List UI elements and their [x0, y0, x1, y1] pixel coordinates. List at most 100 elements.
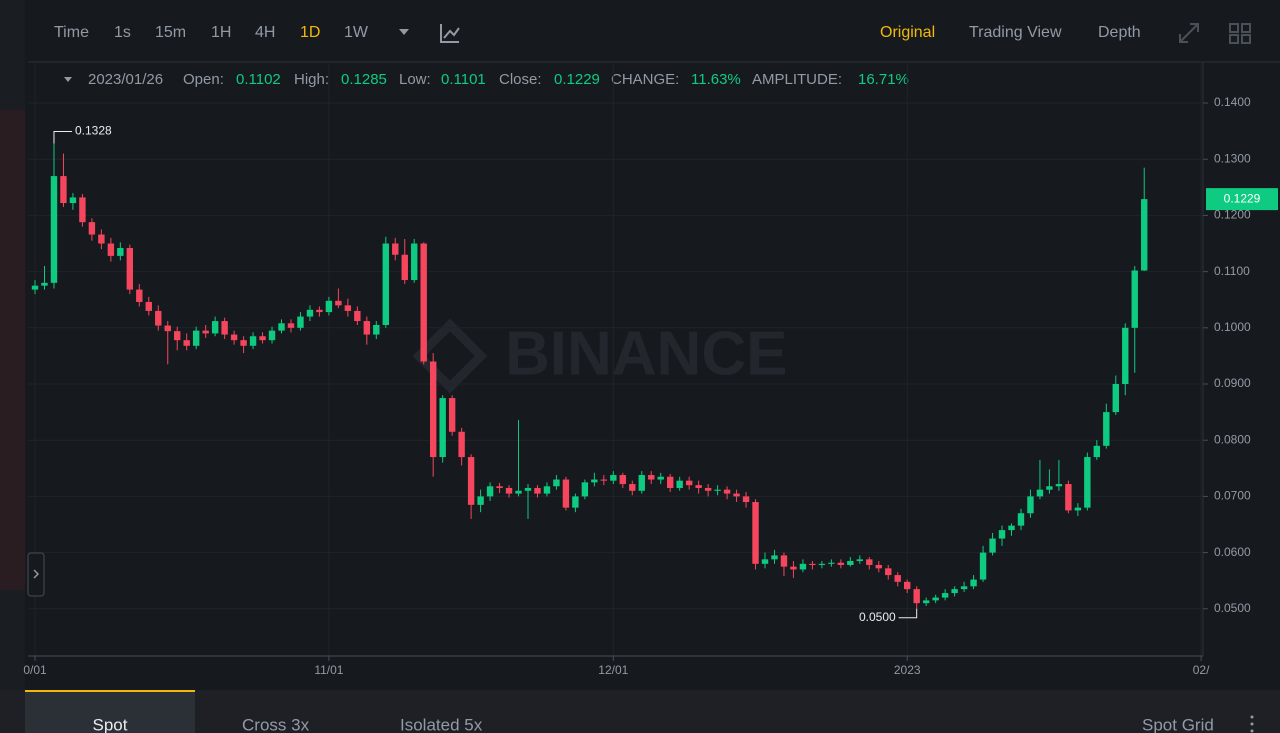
candle-body: [79, 197, 86, 223]
candle-body: [373, 325, 380, 335]
candle-body: [809, 563, 816, 565]
y-tick-label: 0.1000: [1214, 320, 1251, 334]
info-value: 16.71%: [858, 71, 909, 88]
interval-active[interactable]: 1D: [300, 24, 320, 41]
candle-body: [629, 484, 636, 491]
candle-body: [904, 581, 911, 590]
expand-arrow: [33, 569, 40, 579]
candle-body: [126, 248, 134, 290]
candle-body: [723, 489, 731, 494]
candle-body: [98, 234, 105, 244]
candle-body: [752, 502, 759, 564]
candle-body: [505, 487, 513, 494]
candle-body: [401, 254, 408, 281]
candle-body: [1036, 489, 1044, 497]
indicator-icon[interactable]: [440, 24, 460, 43]
x-tick-label: 11/01: [314, 663, 343, 677]
candle-body: [676, 480, 683, 488]
candle-body: [420, 243, 427, 362]
tab[interactable]: Cross 3x: [242, 715, 310, 733]
info-title: Close:: [499, 71, 542, 88]
candle-body: [951, 589, 958, 594]
tab[interactable]: Isolated 5x: [400, 715, 483, 733]
expand-button[interactable]: [27, 552, 45, 597]
candle-body: [344, 305, 352, 311]
candle-body: [885, 568, 892, 576]
tab-bar: [0, 690, 1280, 733]
candle-body: [164, 325, 171, 332]
candle-body: [211, 321, 219, 334]
min-annotation: 0.0500: [859, 610, 896, 624]
candle-body: [306, 309, 314, 317]
tab-active-bg: [25, 690, 195, 733]
candle-body: [429, 361, 437, 458]
info-title: CHANGE:: [611, 71, 679, 88]
candle-body: [41, 282, 48, 286]
candle-body: [638, 475, 645, 491]
candle-body: [1065, 484, 1072, 511]
view-tab[interactable]: Trading View: [969, 24, 1062, 41]
interval[interactable]: 4H: [255, 24, 275, 41]
dropdown-icon[interactable]: [399, 29, 409, 35]
candle-body: [790, 566, 797, 570]
candle-body: [467, 457, 475, 505]
candle-body: [979, 552, 987, 580]
x-tick-label: 02/: [1193, 663, 1210, 677]
candle-body: [894, 575, 901, 582]
y-tick-label: 0.1400: [1214, 95, 1251, 109]
candle-body: [107, 243, 115, 256]
candle-body: [230, 334, 238, 341]
info-value: 11.63%: [691, 71, 741, 88]
fullscreen-icon[interactable]: [1179, 23, 1199, 43]
candle-body: [278, 323, 285, 331]
info-date: 2023/01/26: [88, 71, 163, 88]
candle-body: [818, 563, 826, 565]
candle-body: [155, 310, 162, 326]
tab-active-indicator: [25, 690, 195, 692]
more-icon[interactable]: [1250, 715, 1254, 733]
view-tab[interactable]: Depth: [1098, 24, 1141, 41]
interval[interactable]: 1s: [114, 24, 131, 41]
x-tick-label: 0/01: [23, 663, 47, 677]
interval[interactable]: 1H: [211, 24, 231, 41]
candle-body: [799, 563, 807, 570]
candle-body: [183, 340, 190, 346]
layout-icon[interactable]: [1229, 23, 1251, 44]
interval[interactable]: 1W: [344, 24, 369, 41]
tab-active[interactable]: Spot: [93, 715, 128, 733]
candle-body: [335, 300, 342, 306]
candle-body: [174, 331, 181, 341]
candle-body: [856, 559, 864, 562]
candle-body: [648, 475, 655, 480]
candle-body: [477, 496, 484, 505]
candle-body: [922, 600, 930, 604]
candle-body: [1055, 484, 1063, 487]
y-tick-label: 0.0900: [1214, 376, 1251, 390]
candle-body: [268, 330, 276, 341]
y-tick-label: 0.1100: [1214, 264, 1250, 278]
candle-body: [960, 586, 968, 590]
candle-body: [117, 248, 124, 256]
interval[interactable]: 15m: [155, 24, 186, 41]
collapse-icon[interactable]: [64, 77, 72, 82]
candle-body: [31, 285, 39, 290]
plot-area: BINANCE: [28, 62, 1203, 656]
candle-body: [685, 480, 693, 486]
candle-body: [392, 243, 399, 255]
candle-body: [136, 289, 143, 302]
candle-body: [695, 485, 702, 488]
candle-body: [496, 486, 503, 488]
candle-body: [619, 475, 626, 485]
candle-body: [524, 487, 532, 491]
interval[interactable]: Time: [54, 24, 89, 41]
tab[interactable]: Spot Grid: [1142, 715, 1214, 733]
view-tab-active[interactable]: Original: [880, 24, 935, 41]
candle-body: [382, 243, 389, 326]
candle-body: [828, 562, 835, 564]
candle-body: [1131, 270, 1138, 328]
candle-body: [458, 431, 465, 458]
candle-body: [88, 222, 96, 235]
info-title: Low:: [399, 71, 431, 88]
candle-body: [761, 559, 769, 564]
